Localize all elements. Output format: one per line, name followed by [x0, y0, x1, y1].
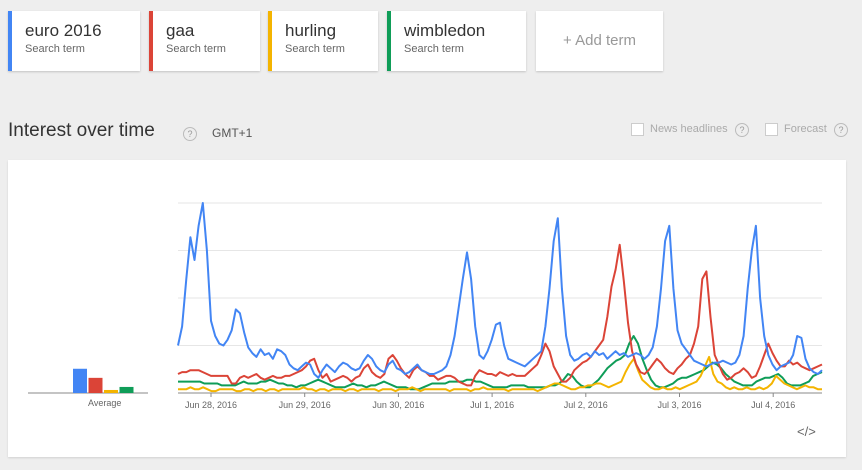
x-tick-label: Jul 1, 2016: [470, 400, 514, 410]
term-color-bar: [8, 11, 12, 71]
x-tick-label: Jun 30, 2016: [372, 400, 424, 410]
forecast-help-icon[interactable]: ?: [834, 123, 848, 137]
term-name: euro 2016: [25, 21, 102, 40]
x-tick-label: Jun 28, 2016: [185, 400, 237, 410]
news-headlines-help-icon[interactable]: ?: [735, 123, 749, 137]
term-color-bar: [149, 11, 153, 71]
series-line: [177, 243, 823, 387]
news-headlines-checkbox[interactable]: [631, 123, 644, 136]
search-term-card[interactable]: euro 2016 Search term: [8, 11, 140, 71]
term-name: gaa: [166, 21, 195, 40]
x-tick-label: Jul 4, 2016: [751, 400, 795, 410]
forecast-checkbox[interactable]: [765, 123, 778, 136]
term-name: wimbledon: [404, 21, 486, 40]
series-line: [178, 355, 822, 393]
x-tick-label: Jun 29, 2016: [279, 400, 331, 410]
forecast-label: Forecast: [784, 123, 827, 135]
chart-card: [8, 160, 846, 457]
average-bar: [119, 386, 134, 393]
term-name: hurling: [285, 21, 337, 40]
x-tick-label: Jul 3, 2016: [657, 400, 701, 410]
timezone-label: GMT+1: [212, 126, 253, 140]
section-title: Interest over time: [8, 120, 155, 141]
search-term-card[interactable]: gaa Search term: [149, 11, 260, 71]
news-headlines-label: News headlines: [650, 123, 728, 135]
average-bar: [73, 368, 87, 393]
term-type: Search term: [25, 43, 85, 55]
x-tick-label: Jul 2, 2016: [564, 400, 608, 410]
embed-code-icon[interactable]: </>: [797, 424, 816, 439]
term-type: Search term: [285, 43, 345, 55]
add-term-button[interactable]: + Add term: [536, 11, 663, 71]
help-icon[interactable]: ?: [183, 127, 197, 141]
search-term-card[interactable]: hurling Search term: [268, 11, 378, 71]
average-bar: [88, 377, 103, 393]
search-term-card[interactable]: wimbledon Search term: [387, 11, 526, 71]
series-line: [177, 202, 823, 379]
average-label: Average: [88, 398, 122, 408]
term-color-bar: [268, 11, 272, 71]
term-type: Search term: [404, 43, 464, 55]
term-color-bar: [387, 11, 391, 71]
term-type: Search term: [166, 43, 226, 55]
average-bar: [104, 389, 118, 393]
